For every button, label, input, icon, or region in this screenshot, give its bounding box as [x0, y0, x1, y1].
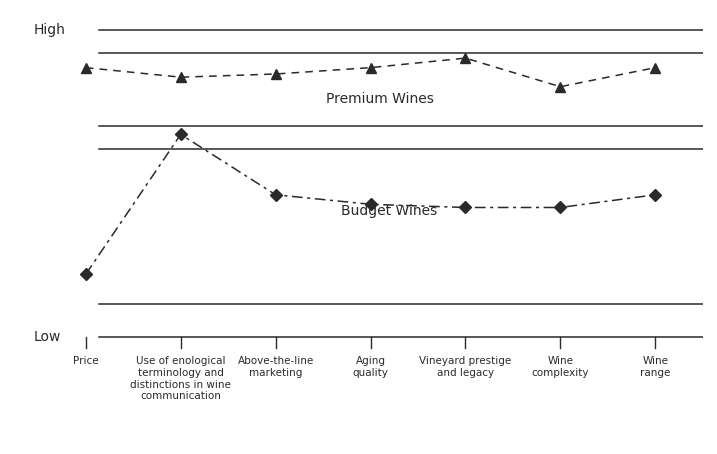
- Text: Wine
range: Wine range: [640, 356, 670, 378]
- Text: Budget Wines: Budget Wines: [341, 204, 437, 217]
- Text: Aging
quality: Aging quality: [353, 356, 389, 378]
- Text: High: High: [34, 23, 65, 36]
- Text: Vineyard prestige
and legacy: Vineyard prestige and legacy: [419, 356, 511, 378]
- Text: Above-the-line
marketing: Above-the-line marketing: [237, 356, 314, 378]
- Text: Use of enological
terminology and
distinctions in wine
communication: Use of enological terminology and distin…: [130, 356, 231, 401]
- Text: Premium Wines: Premium Wines: [326, 93, 434, 106]
- Text: Wine
complexity: Wine complexity: [531, 356, 589, 378]
- Text: Low: Low: [34, 330, 61, 344]
- Text: Price: Price: [73, 356, 99, 366]
